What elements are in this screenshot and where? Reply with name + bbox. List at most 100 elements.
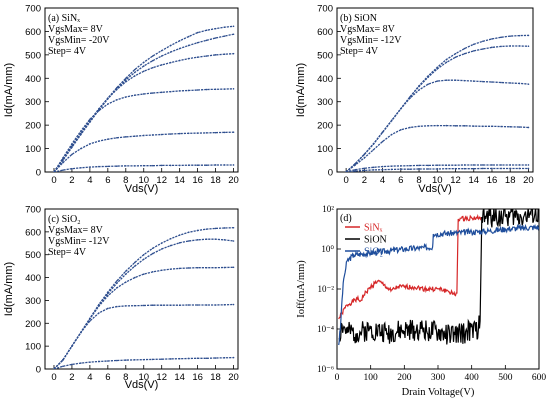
data-point — [62, 159, 64, 162]
data-point — [463, 167, 466, 170]
x-tick-label: 16 — [192, 372, 203, 383]
data-point — [160, 64, 163, 66]
data-point — [80, 166, 82, 169]
data-point — [223, 357, 226, 359]
series-line — [338, 213, 483, 320]
data-point — [518, 167, 521, 170]
data-point — [418, 89, 420, 91]
data-point — [169, 51, 172, 53]
data-point — [178, 132, 181, 135]
data-point — [178, 40, 181, 42]
data-point — [500, 167, 502, 170]
data-point — [151, 66, 154, 69]
x-tick-label: 20 — [228, 175, 239, 186]
data-point — [500, 81, 502, 84]
data-point — [381, 165, 384, 168]
data-point — [214, 164, 217, 166]
data-point — [142, 93, 145, 95]
plot-frame — [336, 7, 534, 173]
data-point — [527, 164, 530, 166]
data-point — [89, 320, 91, 322]
data-point — [169, 304, 172, 307]
data-point — [160, 358, 163, 360]
data-point — [107, 291, 109, 294]
data-point — [518, 126, 521, 128]
data-point — [214, 266, 217, 269]
y-tick-label: 700 — [25, 4, 41, 15]
y-axis-label: Id(mA/mm) — [295, 63, 307, 117]
data-point — [223, 26, 226, 29]
data-point — [89, 121, 91, 123]
y-tick-label: 0 — [36, 365, 41, 376]
x-tick-label: 10 — [138, 175, 149, 186]
data-point — [142, 70, 145, 73]
data-point — [409, 126, 411, 129]
data-point — [491, 125, 493, 128]
data-point — [232, 88, 235, 90]
data-point — [89, 317, 91, 320]
x-tick-label: 12 — [450, 175, 461, 186]
data-point — [418, 164, 420, 167]
data-point — [80, 331, 82, 334]
data-point — [214, 227, 217, 230]
data-point — [124, 305, 127, 307]
x-tick-label: 6 — [105, 175, 110, 186]
chart-panel-a: 0 2 4 6 8 10 12 14 16 18 200100200300400500600700V… — [3, 4, 239, 196]
data-point — [518, 45, 521, 47]
data-point — [187, 357, 190, 360]
data-point — [381, 131, 384, 133]
data-point — [107, 165, 109, 168]
x-tick-label: 4 — [87, 175, 92, 186]
data-point — [124, 165, 127, 167]
y-tick-label: 700 — [25, 205, 41, 216]
data-point — [491, 167, 493, 170]
data-point — [187, 132, 190, 135]
data-point — [491, 81, 493, 83]
data-point — [80, 130, 82, 132]
data-point — [205, 29, 208, 32]
y-tick-label: 0 — [36, 168, 41, 179]
data-point — [372, 166, 375, 169]
data-point — [214, 131, 217, 134]
data-point — [472, 167, 475, 170]
data-point — [454, 79, 457, 81]
data-point — [491, 164, 493, 166]
data-point — [509, 82, 512, 84]
data-point — [151, 92, 154, 94]
panel-annotation: (d) — [340, 213, 352, 224]
data-point — [196, 266, 199, 269]
data-point — [445, 61, 448, 64]
data-point — [178, 90, 181, 92]
y-tick-label: 10⁻⁶ — [317, 364, 334, 374]
data-point — [400, 107, 402, 110]
data-point — [98, 140, 100, 142]
x-tick-label: 6 — [105, 372, 110, 383]
data-point — [178, 304, 181, 307]
data-point — [133, 165, 136, 167]
panel-annotation: VgsMin= -20V — [48, 35, 110, 46]
data-point — [409, 164, 411, 167]
data-point — [160, 269, 163, 272]
y-tick-label: 400 — [25, 74, 41, 85]
legend-label: SiON — [364, 235, 387, 246]
series-line — [53, 266, 234, 369]
x-tick-label: 0 — [335, 373, 340, 383]
panel-annotation: VgsMax= 8V — [48, 225, 104, 236]
data-point — [527, 45, 530, 47]
data-point — [142, 61, 145, 64]
data-point — [472, 80, 475, 82]
data-point — [445, 124, 448, 127]
data-point — [205, 228, 208, 230]
data-point — [491, 38, 493, 40]
data-point — [151, 304, 154, 307]
x-tick-label: 4 — [87, 372, 92, 383]
data-point — [372, 143, 375, 145]
data-point — [518, 34, 521, 37]
data-point — [445, 167, 448, 170]
data-point — [187, 240, 190, 242]
data-point — [169, 244, 172, 247]
x-tick-label: 8 — [123, 372, 128, 383]
data-point — [187, 44, 190, 47]
data-point — [160, 164, 163, 167]
plot-area — [53, 25, 235, 172]
